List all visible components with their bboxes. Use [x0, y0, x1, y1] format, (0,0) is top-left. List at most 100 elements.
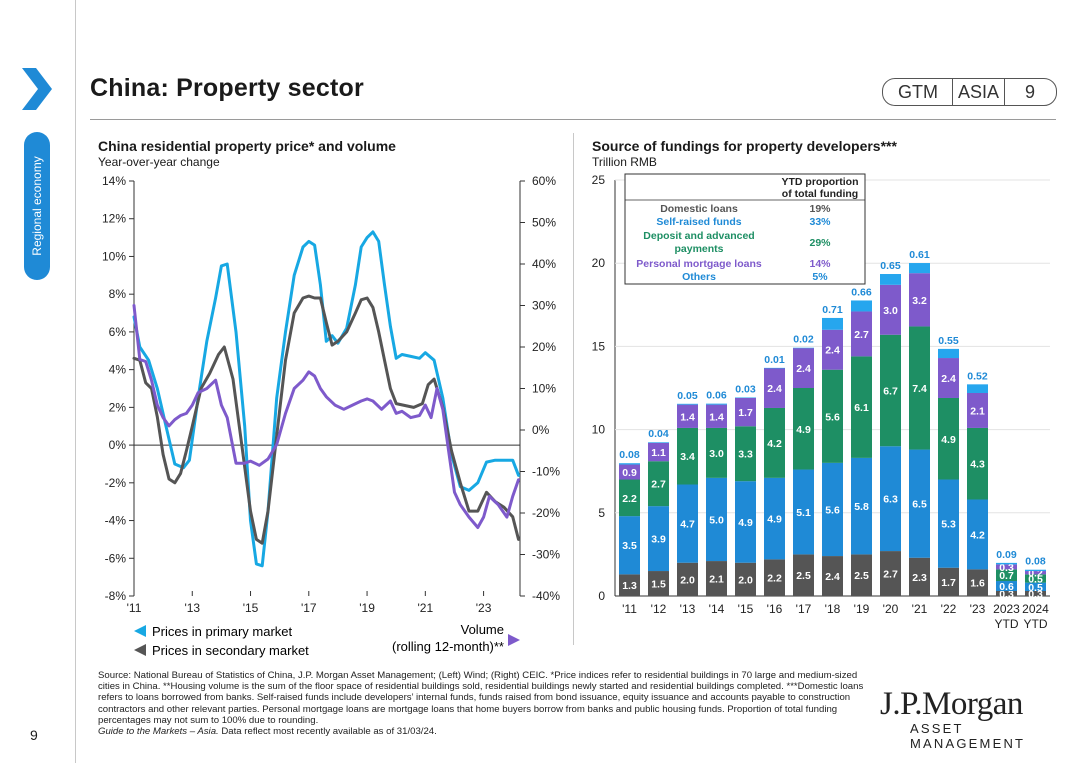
table-header-2: of total funding [782, 188, 858, 200]
legend-volume[interactable]: Volume (rolling 12-month)** [392, 622, 520, 654]
bar-y-tick-label: 20 [592, 256, 606, 270]
badge-gtm: GTM [898, 82, 938, 102]
bar-category-label: '15 [738, 602, 754, 616]
badge-divider [952, 79, 953, 105]
x-tick-label: '17 [301, 601, 317, 615]
bar-segment-deposit-advanced [677, 427, 698, 485]
bar-total-label: 0.03 [735, 383, 756, 395]
bar-category-label: YTD [1024, 617, 1048, 631]
section-label: Regional economy [30, 156, 44, 256]
table-row-domestic-value: 19% [809, 203, 831, 215]
table-row-deposit-label-1: Deposit and advanced [643, 230, 754, 242]
x-tick-label: '21 [418, 601, 434, 615]
bar-total-label: 0.01 [764, 354, 785, 366]
bar-value-label: 6.3 [883, 494, 898, 506]
line-chart: 14% 12% 10% 8% 6% 4% 2% 0% -2% -4% -6% -8% 60% 50% 40%… [102, 174, 560, 658]
bar-segment-self-raised-funds [648, 506, 669, 572]
bar-value-label: 2.0 [680, 574, 695, 586]
table-row-self-raised-value: 33% [809, 216, 831, 228]
bar-total-label: 0.08 [619, 449, 640, 461]
bar-value-label: 0.3 [1028, 589, 1043, 601]
bar-value-label: 5.6 [825, 411, 840, 423]
bar-value-label: 1.4 [709, 411, 724, 423]
table-row-mortgage-label: Personal mortgage loans [636, 258, 762, 270]
left-y-tick-label: 4% [109, 363, 127, 377]
left-y-tick-label: -4% [105, 514, 127, 528]
bar-value-label: 0.5 [1028, 574, 1043, 586]
right-y-tick-label: 60% [532, 174, 556, 188]
x-tick-label: '15 [243, 601, 259, 615]
primary-price-line [132, 230, 520, 568]
left-y-tick-label: 6% [109, 325, 127, 339]
guide-title: Guide to the Markets – Asia. [98, 726, 219, 738]
bar-segment-others [764, 367, 785, 369]
source-note: Source: National Bureau of Statistics of… [98, 670, 878, 737]
bar-segment-others [822, 317, 843, 330]
bar-segment-self-raised-funds [822, 462, 843, 557]
right-y-tick-label: 40% [532, 257, 556, 271]
right-y-tick-label: -30% [532, 548, 560, 562]
right-y-tick-label: 0% [532, 423, 550, 437]
legend-primary[interactable]: Prices in primary market [134, 624, 293, 639]
legend-secondary[interactable]: Prices in secondary market [134, 643, 309, 658]
bar-value-label: 5.3 [941, 519, 956, 531]
bar-value-label: 6.7 [883, 385, 898, 397]
jpmorgan-logo: J.P.Morgan ASSET MANAGEMENT [880, 686, 1060, 751]
funding-proportion-table: YTD proportion of total funding Domestic… [624, 173, 866, 285]
x-tick-label: '23 [476, 601, 492, 615]
bar-segment-domestic-loans [677, 562, 698, 596]
left-y-tick-label: 2% [109, 400, 127, 414]
bar-value-label: 0.7 [999, 570, 1014, 582]
bar-value-label: 4.3 [970, 459, 985, 471]
bar-category-label: '13 [680, 602, 696, 616]
bar-segment-deposit-advanced [851, 356, 872, 458]
bar-segment-self-raised-funds [909, 449, 930, 558]
bar-segment-domestic-loans [909, 557, 930, 596]
table-header-1: YTD proportion [782, 176, 859, 188]
table-row-deposit-value: 29% [809, 237, 831, 249]
data-date-note: Data reflect most recently available as … [218, 726, 437, 738]
bar-value-label: 4.2 [767, 438, 782, 450]
bar-segment-deposit-advanced [822, 369, 843, 463]
legend-secondary-label: Prices in secondary market [152, 643, 309, 658]
bar-segment-others [793, 347, 814, 349]
left-y-tick-label: 10% [102, 249, 126, 263]
bar-value-label: 1.7 [738, 407, 753, 419]
bar-y-tick-label: 0 [598, 589, 605, 603]
bar-segment-domestic-loans [851, 554, 872, 596]
bar-segment-domestic-loans [648, 571, 669, 596]
bar-category-label: '11 [622, 602, 637, 616]
badge-divider [1004, 79, 1005, 105]
bar-segment-domestic-loans [735, 562, 756, 596]
bar-value-label: 5.1 [796, 507, 811, 519]
bar-value-label: 4.2 [970, 529, 985, 541]
bar-segment-mortgage-loans [648, 442, 669, 462]
bar-category-label: '18 [825, 602, 841, 616]
bar-value-label: 3.0 [883, 305, 898, 317]
bar-segment-domestic-loans [619, 574, 640, 596]
right-chart-title: Source of fundings for property develope… [592, 138, 897, 154]
bar-segment-mortgage-loans [938, 358, 959, 398]
bar-category-label: '17 [796, 602, 812, 616]
bar-segment-domestic-loans [938, 567, 959, 596]
bar-segment-mortgage-loans [851, 311, 872, 357]
right-y-tick-label: 30% [532, 299, 556, 313]
bar-value-label: 5.8 [854, 501, 869, 513]
bar-segment-others [648, 442, 669, 443]
bar-segment-others [706, 403, 727, 405]
bar-segment-deposit-advanced [735, 426, 756, 482]
bar-segment-self-raised-funds [1025, 582, 1046, 592]
page-title: China: Property sector [90, 74, 364, 102]
logo-subtitle: ASSET MANAGEMENT [910, 721, 1026, 751]
bar-segment-mortgage-loans [967, 392, 988, 428]
table-row-mortgage-value: 14% [809, 258, 831, 270]
bar-category-label: '21 [912, 602, 928, 616]
bar-segment-others [938, 348, 959, 359]
section-tab[interactable]: Regional economy [24, 132, 50, 280]
bar-value-label: 0.9 [622, 467, 637, 479]
legend-volume-label-2: (rolling 12-month)** [392, 639, 504, 654]
bar-value-label: 0.2 [1028, 568, 1043, 580]
volume-line [132, 304, 520, 529]
bar-value-label: 1.3 [622, 580, 637, 592]
bar-segment-self-raised-funds [735, 481, 756, 563]
